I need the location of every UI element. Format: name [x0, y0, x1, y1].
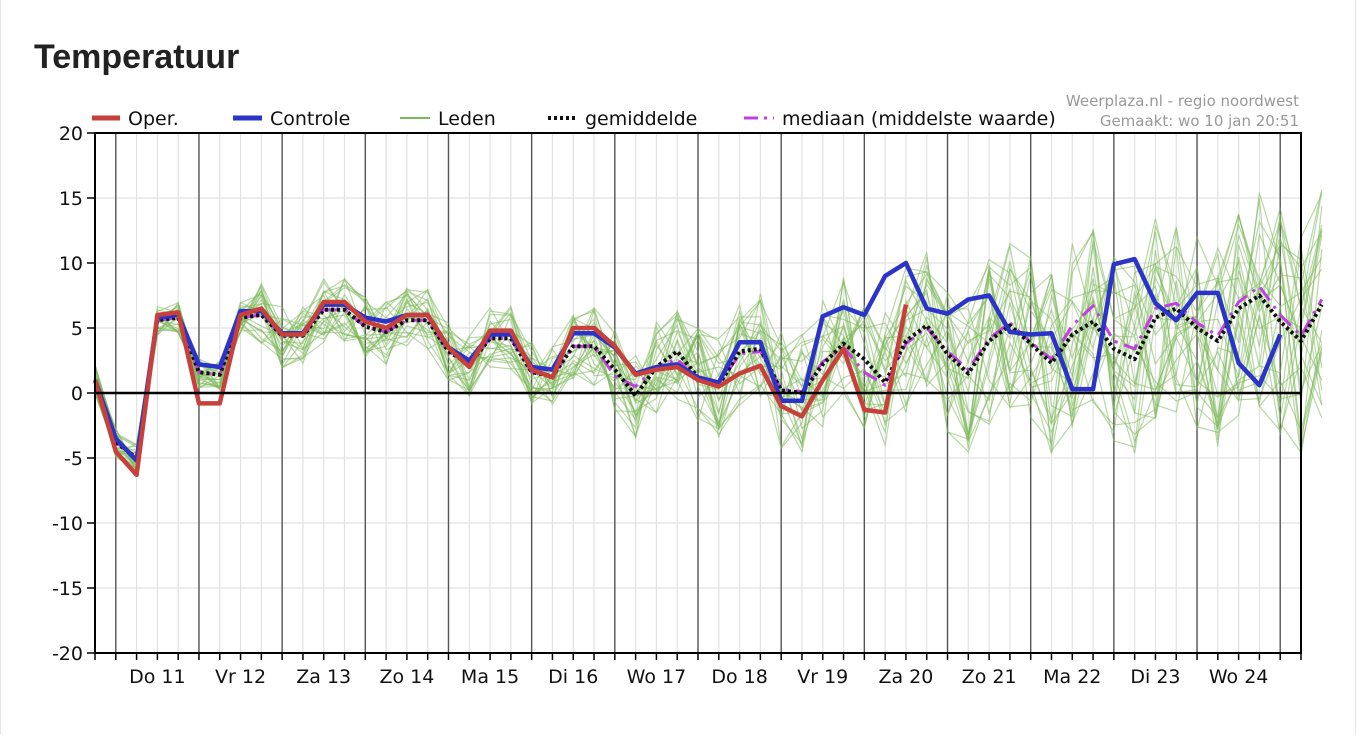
y-tick-label: 20: [59, 123, 83, 145]
y-tick-label: 0: [71, 383, 83, 405]
axes-layer: 20 15 10 5 0 -5 -10 -15 -20 Do 11 Vr 12 Za 13 Zo 14 M…: [52, 123, 1302, 688]
x-day-label: Di 16: [548, 666, 598, 688]
page-title: Temperatuur: [34, 38, 240, 76]
leden-member-line: [94, 191, 1323, 454]
leden-member-line: [94, 220, 1323, 473]
legend-label-mediaan: mediaan (middelste waarde): [782, 108, 1056, 130]
y-tick-label: 5: [71, 318, 83, 340]
x-day-label: Vr 19: [797, 666, 848, 688]
leden-member-line: [94, 230, 1323, 473]
legend-label-oper: Oper.: [128, 108, 179, 130]
x-day-label: Ma 22: [1043, 666, 1101, 688]
y-tick-label: 10: [59, 253, 83, 275]
credit-timestamp: Gemaakt: wo 10 jan 20:51: [1100, 112, 1299, 130]
x-day-label: Za 13: [296, 666, 351, 688]
y-tick-label: 15: [59, 188, 83, 210]
legend-label-leden: Leden: [438, 108, 496, 130]
x-day-label: Zo 14: [379, 666, 434, 688]
y-tick-label: -15: [52, 578, 83, 600]
y-tick-label: -10: [52, 513, 83, 535]
x-day-label: Za 20: [878, 666, 933, 688]
x-day-label: Wo 17: [627, 666, 687, 688]
y-tick-label: -20: [52, 643, 83, 665]
leden-member-line: [94, 265, 1323, 458]
x-day-label: Zo 21: [962, 666, 1017, 688]
x-day-label: Do 11: [129, 666, 185, 688]
x-day-label: Di 23: [1130, 666, 1180, 688]
series-layer: [92, 256, 1324, 478]
leden-member-line: [94, 189, 1323, 454]
y-tick-label: -5: [64, 448, 83, 470]
legend: Oper. Controle Leden gemiddelde mediaan …: [92, 108, 1056, 130]
leden-member-line: [94, 231, 1323, 456]
legend-label-controle: Controle: [270, 108, 350, 130]
x-day-label: Do 18: [711, 666, 767, 688]
x-day-label: Ma 15: [461, 666, 519, 688]
x-day-label: Wo 24: [1209, 666, 1269, 688]
leden-member-line: [94, 193, 1323, 468]
leden-member-line: [94, 198, 1323, 465]
leden-member-line: [94, 215, 1323, 462]
x-day-label: Vr 12: [215, 666, 266, 688]
series-oper-line: [92, 299, 909, 478]
credit-source: Weerplaza.nl - regio noordwest: [1066, 92, 1299, 110]
legend-label-gemiddelde: gemiddelde: [585, 108, 697, 130]
